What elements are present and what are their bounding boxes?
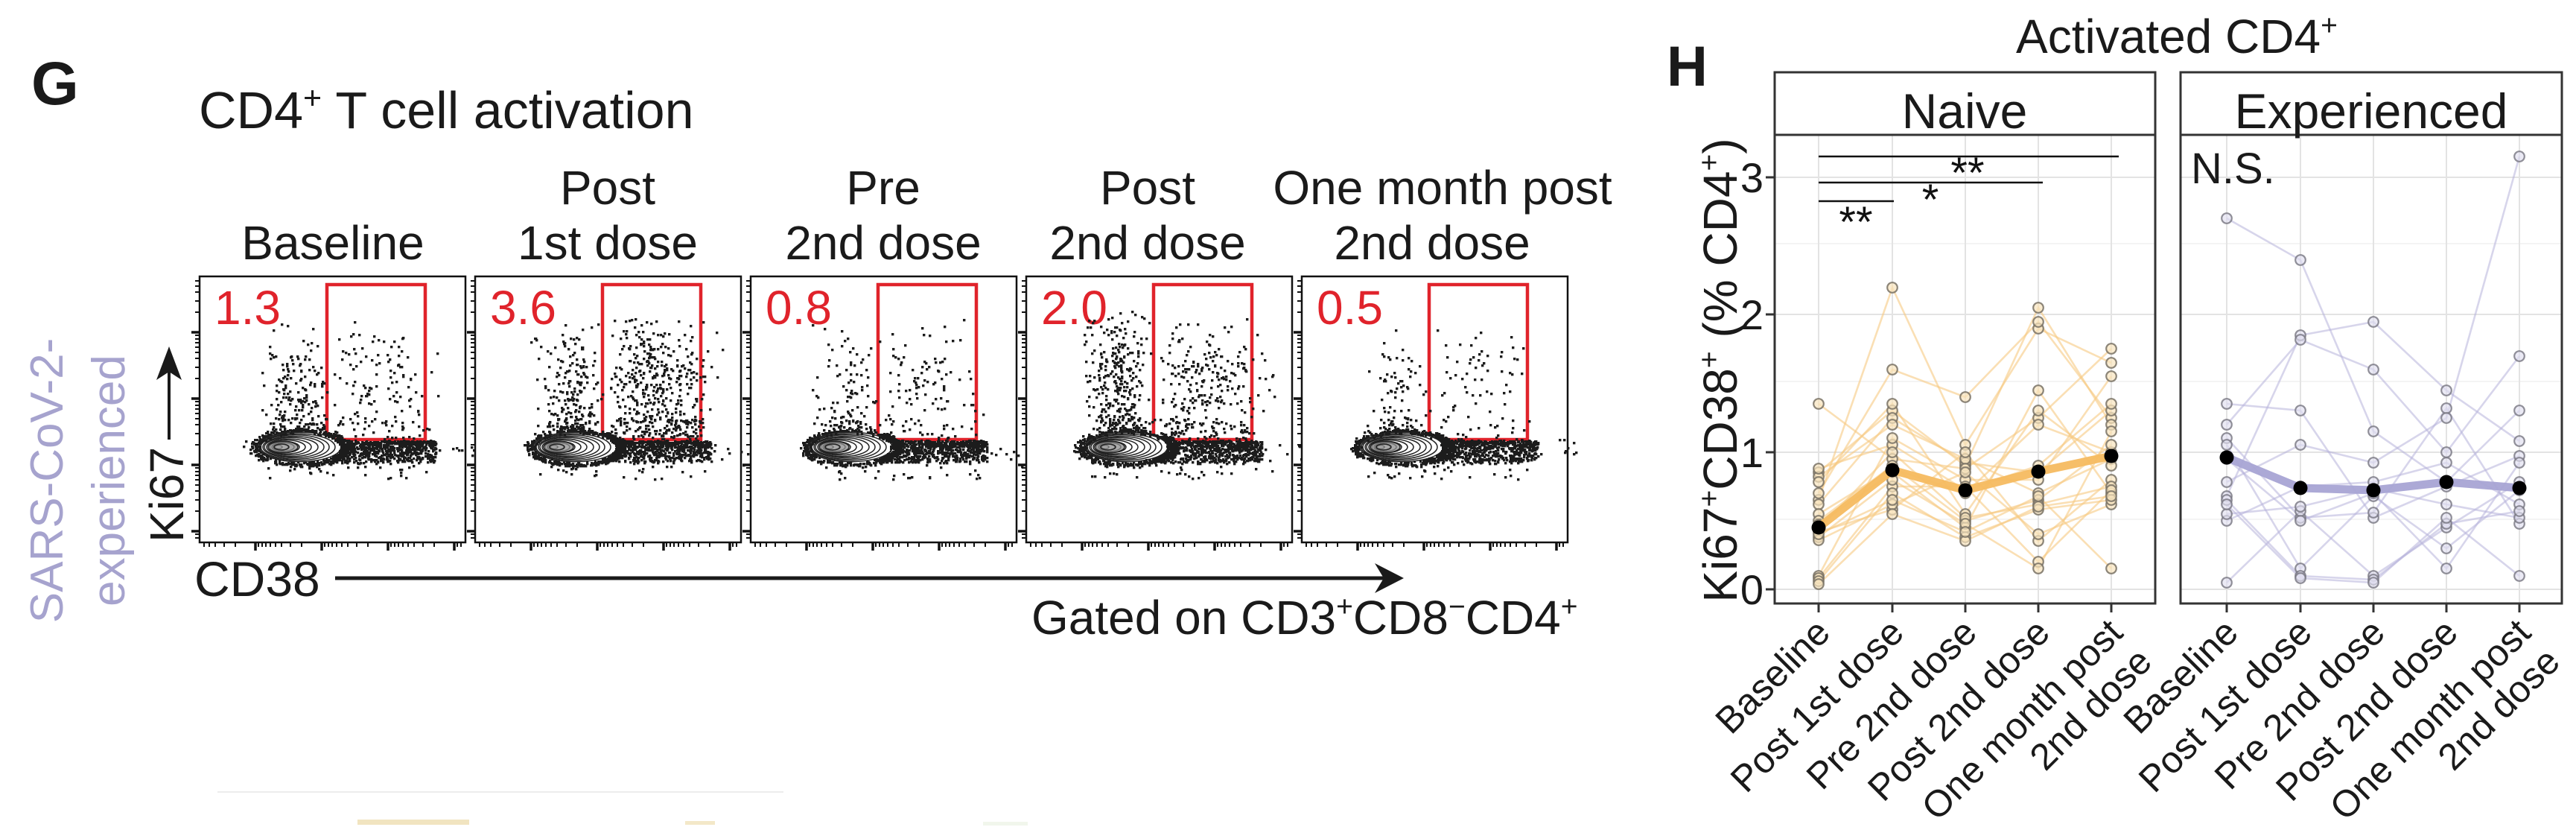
svg-text:Post: Post — [560, 161, 655, 215]
svg-text:1.3: 1.3 — [214, 281, 281, 335]
svg-text:**: ** — [1950, 149, 1984, 197]
svg-text:Activated CD4+: Activated CD4+ — [2016, 10, 2338, 63]
svg-text:0.8: 0.8 — [766, 281, 832, 335]
svg-text:One month post: One month post — [1273, 161, 1612, 215]
svg-text:Gated on CD3+CD8−CD4+: Gated on CD3+CD8−CD4+ — [1031, 591, 1578, 644]
svg-text:**: ** — [1839, 198, 1872, 247]
svg-text:*: * — [1922, 176, 1939, 224]
svg-text:2: 2 — [1740, 291, 1764, 338]
svg-text:Pre: Pre — [846, 161, 920, 215]
svg-text:Ki67+CD38+ (% CD4+): Ki67+CD38+ (% CD4+) — [1694, 138, 1747, 602]
svg-text:3: 3 — [1740, 154, 1764, 201]
svg-text:Experienced: Experienced — [2235, 83, 2508, 139]
svg-text:CD4+ T cell activation: CD4+ T cell activation — [199, 80, 694, 139]
svg-text:H: H — [1667, 35, 1708, 98]
svg-text:Baseline: Baseline — [241, 216, 424, 270]
svg-text:1: 1 — [1740, 429, 1764, 476]
svg-text:CD38: CD38 — [194, 551, 320, 606]
svg-text:Ki67: Ki67 — [140, 447, 194, 542]
svg-text:Naive: Naive — [1902, 83, 2028, 139]
svg-text:Post: Post — [1100, 161, 1195, 215]
svg-text:2nd dose: 2nd dose — [1049, 216, 1245, 270]
svg-text:2.0: 2.0 — [1041, 281, 1107, 335]
svg-text:SARS-CoV-2-: SARS-CoV-2- — [22, 338, 73, 623]
svg-text:2nd dose: 2nd dose — [785, 216, 981, 270]
svg-text:N.S.: N.S. — [2191, 145, 2275, 193]
svg-text:G: G — [31, 50, 79, 118]
svg-text:2nd dose: 2nd dose — [1334, 216, 1530, 270]
svg-text:0.5: 0.5 — [1317, 281, 1383, 335]
svg-text:0: 0 — [1740, 566, 1764, 613]
svg-text:1st dose: 1st dose — [518, 216, 698, 270]
svg-text:3.6: 3.6 — [490, 281, 556, 335]
svg-text:experienced: experienced — [83, 355, 135, 606]
